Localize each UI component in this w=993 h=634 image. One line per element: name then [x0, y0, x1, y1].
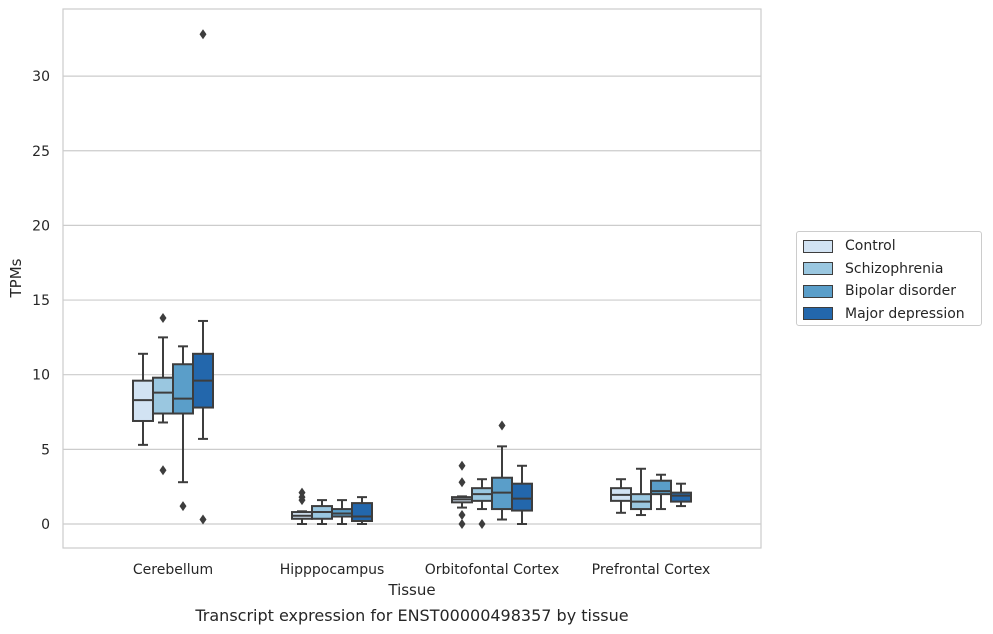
outlier-point: [458, 477, 466, 488]
box-mark: [331, 499, 353, 525]
legend-item: Schizophrenia: [803, 258, 981, 281]
outlier-point: [199, 29, 207, 40]
box-mark: [172, 345, 194, 512]
box-mark: [132, 352, 154, 446]
x-tick-label: Cerebellum: [133, 562, 213, 578]
outlier-point: [159, 465, 167, 476]
y-axis-title: TPMs: [7, 258, 25, 298]
y-tick-label: 5: [41, 442, 50, 458]
legend-swatch: [803, 307, 833, 321]
box-mark: [192, 29, 214, 525]
legend-label: Control: [845, 238, 896, 255]
series-group: [132, 352, 632, 529]
box-body: [152, 376, 174, 415]
y-tick-label: 10: [32, 368, 50, 384]
box-mark: [291, 487, 313, 525]
box-body: [511, 482, 533, 512]
legend-label: Bipolar disorder: [845, 283, 957, 300]
outlier-point: [458, 519, 466, 529]
y-tick-label: 15: [32, 293, 50, 309]
x-tick-label: Hipppocampus: [280, 562, 385, 578]
box-mark: [670, 482, 692, 508]
outlier-point: [298, 487, 306, 498]
legend-label: Major depression: [845, 305, 965, 322]
series-group: [192, 29, 692, 525]
legend-label: Schizophrenia: [845, 260, 944, 277]
y-tick-label: 25: [32, 144, 50, 160]
box-mark: [491, 420, 513, 521]
box-mark: [152, 312, 174, 476]
box-mark: [630, 467, 652, 517]
outlier-point: [179, 501, 187, 512]
x-axis-ticks: Cerebellum Hipppocampus Orbitofontal Corte…: [133, 562, 710, 578]
outlier-point: [458, 510, 466, 521]
figure-caption: Transcript expression for ENST0000049835…: [195, 606, 629, 625]
box-mark: [451, 460, 473, 529]
outlier-point: [458, 460, 466, 471]
legend-swatch: [803, 284, 833, 298]
outlier-point: [498, 420, 506, 431]
box-body: [670, 491, 692, 503]
y-axis-ticks: 0 5 10 15 20 25 30: [32, 69, 50, 533]
y-tick-label: 20: [32, 218, 50, 234]
x-tick-label: Prefrontal Cortex: [592, 562, 711, 578]
legend-swatch: [803, 262, 833, 276]
legend-item: Bipolar disorder: [803, 280, 981, 303]
outlier-point: [159, 312, 167, 323]
legend-item: Major depression: [803, 303, 981, 326]
x-tick-label: Orbitofontal Cortex: [425, 562, 560, 578]
outlier-point: [478, 519, 486, 529]
legend-item: Control: [803, 235, 981, 258]
legend-swatch: [803, 239, 833, 253]
chart-legend: Control Schizophrenia Bipolar disorder Majo…: [796, 231, 982, 326]
x-axis-title: Tissue: [387, 581, 435, 599]
plot-area-background: [63, 9, 761, 548]
y-tick-label: 0: [41, 517, 50, 533]
outlier-point: [199, 514, 207, 525]
box-series: [132, 29, 692, 529]
box-mark: [511, 464, 533, 525]
y-tick-label: 30: [32, 69, 50, 85]
plot-area-frame: [62, 8, 762, 549]
box-body: [351, 502, 373, 523]
box-mark: [351, 496, 373, 525]
box-body: [172, 363, 194, 415]
series-group: [172, 345, 672, 525]
box-mark: [650, 473, 672, 511]
